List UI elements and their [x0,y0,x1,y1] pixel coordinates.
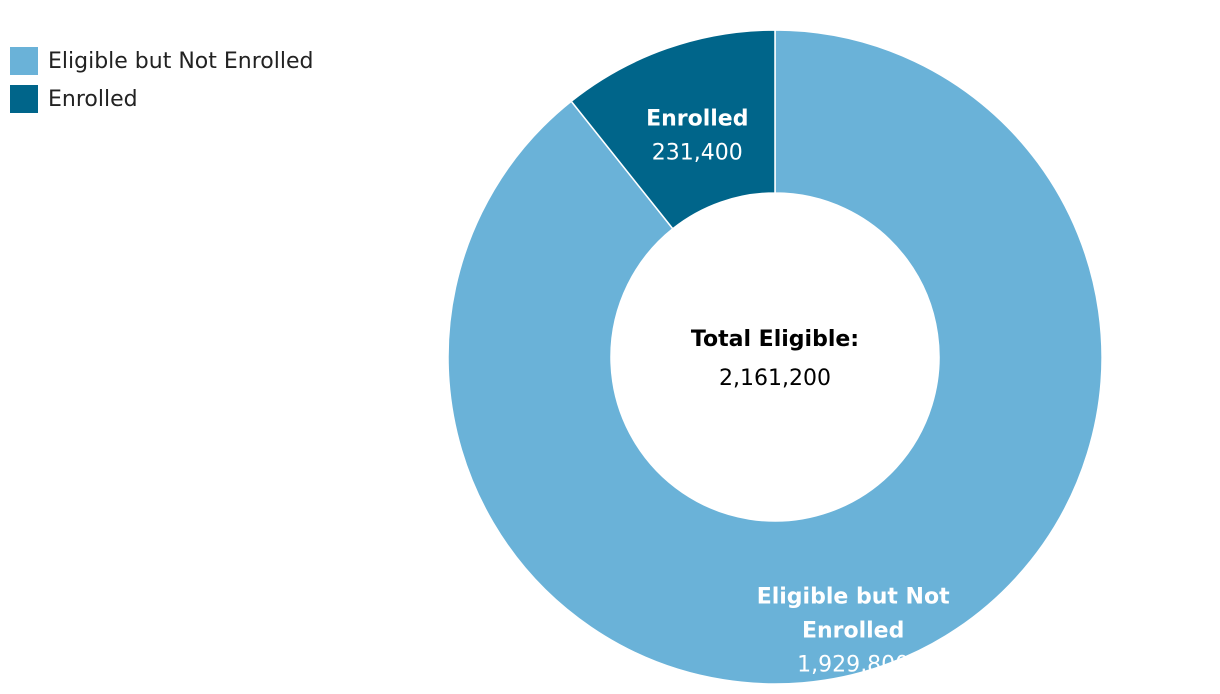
legend-item-eligible-not-enrolled[interactable]: Eligible but Not Enrolled [10,42,313,80]
slice-label-name-eligible-not-enrolled-0: Eligible but Not [757,585,950,610]
legend-label-eligible-not-enrolled: Eligible but Not Enrolled [48,48,314,74]
center-total-value: 2,161,200 [719,366,831,391]
chart-legend: Eligible but Not Enrolled Enrolled [10,42,313,118]
legend-item-enrolled[interactable]: Enrolled [10,80,313,118]
slice-eligible-not-enrolled[interactable] [447,29,1103,685]
slice-labels: Eligible but Not Enrolled 1,929,800 Enrolle… [646,107,950,678]
slice-enrolled[interactable] [570,29,776,230]
slice-label-name-eligible-not-enrolled-1: Enrolled [802,619,904,644]
slice-label-value-enrolled: 231,400 [652,141,743,166]
slice-label-name-enrolled-0: Enrolled [646,107,748,132]
slice-label-value-eligible-not-enrolled: 1,929,800 [797,653,909,678]
legend-swatch-enrolled [10,85,38,113]
center-total-title: Total Eligible: [691,327,859,352]
donut-slices [447,29,1103,685]
legend-label-enrolled: Enrolled [48,86,138,112]
legend-swatch-eligible-not-enrolled [10,47,38,75]
